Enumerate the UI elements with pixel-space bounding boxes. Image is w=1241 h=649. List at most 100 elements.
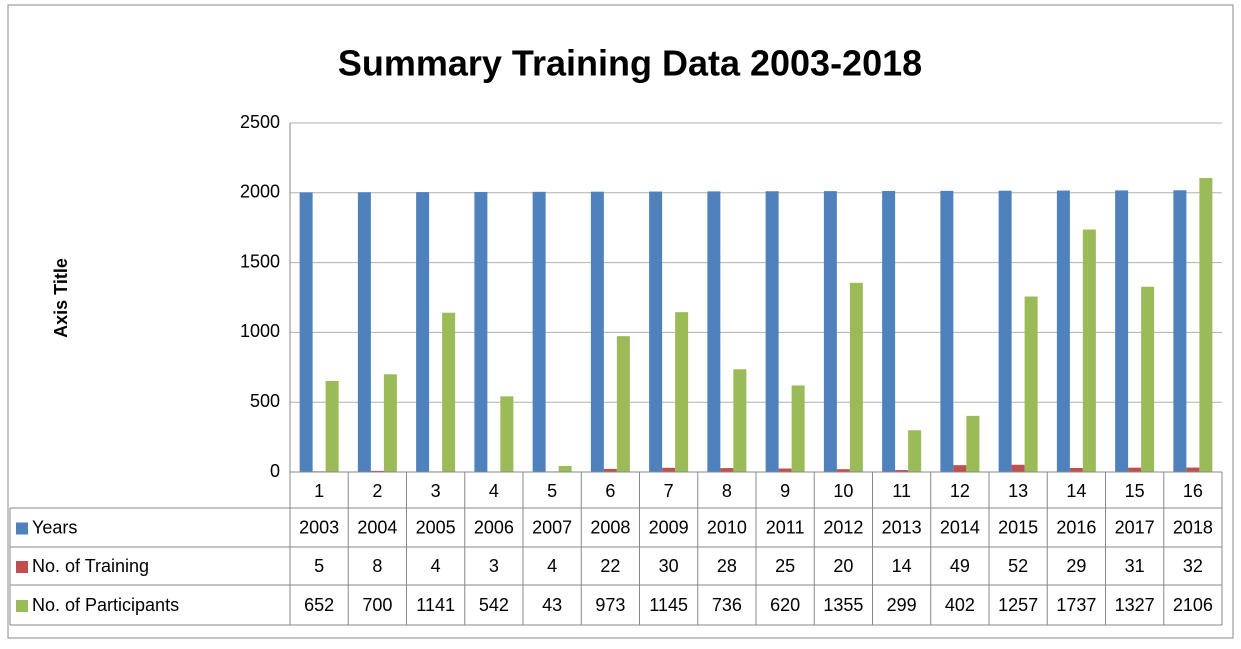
table-value: 700 bbox=[362, 595, 392, 615]
bar bbox=[1141, 287, 1154, 472]
bar bbox=[591, 192, 604, 472]
table-value: 1355 bbox=[823, 595, 863, 615]
table-value: 620 bbox=[770, 595, 800, 615]
x-tick-label: 3 bbox=[431, 481, 441, 501]
x-tick-label: 1 bbox=[314, 481, 324, 501]
legend-key bbox=[16, 600, 28, 612]
table-value: 736 bbox=[712, 595, 742, 615]
y-tick-label: 500 bbox=[250, 391, 280, 411]
y-tick-label: 1000 bbox=[240, 321, 280, 341]
x-tick-label: 9 bbox=[780, 481, 790, 501]
chart-title: Summary Training Data 2003-2018 bbox=[338, 43, 922, 84]
table-value: 402 bbox=[945, 595, 975, 615]
table-value: 299 bbox=[887, 595, 917, 615]
bar bbox=[882, 191, 895, 472]
bar bbox=[675, 312, 688, 472]
bar bbox=[474, 192, 487, 472]
x-tick-label: 8 bbox=[722, 481, 732, 501]
table-value: 2106 bbox=[1173, 595, 1213, 615]
bar bbox=[416, 192, 429, 472]
table-value: 49 bbox=[950, 556, 970, 576]
bar bbox=[908, 430, 921, 472]
x-tick-label: 15 bbox=[1125, 481, 1145, 501]
bar bbox=[500, 396, 513, 472]
bar bbox=[824, 191, 837, 472]
table-value: 1145 bbox=[649, 595, 688, 615]
x-tick-label: 2 bbox=[372, 481, 382, 501]
x-tick-label: 12 bbox=[950, 481, 970, 501]
bar bbox=[300, 192, 313, 472]
table-value: 2014 bbox=[940, 517, 980, 537]
table-value: 43 bbox=[542, 595, 562, 615]
table-value: 2005 bbox=[416, 517, 456, 537]
table-value: 20 bbox=[833, 556, 853, 576]
legend-key bbox=[16, 523, 28, 535]
bar bbox=[953, 465, 966, 472]
bar bbox=[720, 468, 733, 472]
table-value: 1257 bbox=[998, 595, 1038, 615]
y-tick-label: 2000 bbox=[240, 182, 280, 202]
bar bbox=[617, 336, 630, 472]
table-value: 2003 bbox=[299, 517, 339, 537]
table-value: 2016 bbox=[1056, 517, 1096, 537]
table-value: 1141 bbox=[416, 595, 455, 615]
table-value: 2017 bbox=[1115, 517, 1155, 537]
bar bbox=[559, 466, 572, 472]
bar bbox=[940, 191, 953, 472]
table-value: 22 bbox=[600, 556, 620, 576]
bar bbox=[966, 416, 979, 472]
table-value: 3 bbox=[489, 556, 499, 576]
table-value: 29 bbox=[1066, 556, 1086, 576]
bar bbox=[442, 313, 455, 472]
table-value: 5 bbox=[314, 556, 324, 576]
table-value: 4 bbox=[431, 556, 441, 576]
table-value: 2007 bbox=[532, 517, 572, 537]
table-value: 32 bbox=[1183, 556, 1203, 576]
bar bbox=[1199, 178, 1212, 472]
y-tick-label: 2500 bbox=[240, 112, 280, 132]
table-value: 1327 bbox=[1115, 595, 1155, 615]
y-tick-label: 0 bbox=[270, 461, 280, 481]
bar bbox=[1025, 297, 1038, 472]
table-value: 31 bbox=[1125, 556, 1145, 576]
bar bbox=[1115, 190, 1128, 472]
bar bbox=[1057, 191, 1070, 472]
x-tick-label: 14 bbox=[1066, 481, 1086, 501]
table-value: 1737 bbox=[1056, 595, 1096, 615]
table-value: 2004 bbox=[357, 517, 397, 537]
table-value: 30 bbox=[659, 556, 679, 576]
bar bbox=[733, 369, 746, 472]
table-value: 2011 bbox=[766, 517, 805, 537]
x-tick-label: 4 bbox=[489, 481, 499, 501]
table-value: 2018 bbox=[1173, 517, 1213, 537]
table-value: 8 bbox=[372, 556, 382, 576]
table-value: 52 bbox=[1008, 556, 1028, 576]
table-value: 2012 bbox=[823, 517, 863, 537]
legend-label: Years bbox=[32, 517, 77, 537]
bar bbox=[358, 192, 371, 472]
bar bbox=[384, 374, 397, 472]
legend-key bbox=[16, 561, 28, 573]
table-value: 4 bbox=[547, 556, 557, 576]
x-tick-label: 10 bbox=[833, 481, 853, 501]
x-tick-label: 13 bbox=[1008, 481, 1028, 501]
table-value: 28 bbox=[717, 556, 737, 576]
chart-border bbox=[8, 5, 1233, 638]
x-tick-label: 16 bbox=[1183, 481, 1203, 501]
bar bbox=[1083, 230, 1096, 472]
bar bbox=[1128, 468, 1141, 472]
table-value: 2009 bbox=[649, 517, 689, 537]
table-value: 2010 bbox=[707, 517, 747, 537]
bar bbox=[999, 191, 1012, 472]
table-value: 652 bbox=[304, 595, 334, 615]
bar bbox=[662, 468, 675, 472]
bar bbox=[766, 191, 779, 472]
bar bbox=[1186, 468, 1199, 472]
bar bbox=[1070, 468, 1083, 472]
x-tick-label: 7 bbox=[664, 481, 674, 501]
x-tick-label: 5 bbox=[547, 481, 557, 501]
table-value: 14 bbox=[892, 556, 912, 576]
table-value: 542 bbox=[479, 595, 509, 615]
bar bbox=[649, 192, 662, 472]
